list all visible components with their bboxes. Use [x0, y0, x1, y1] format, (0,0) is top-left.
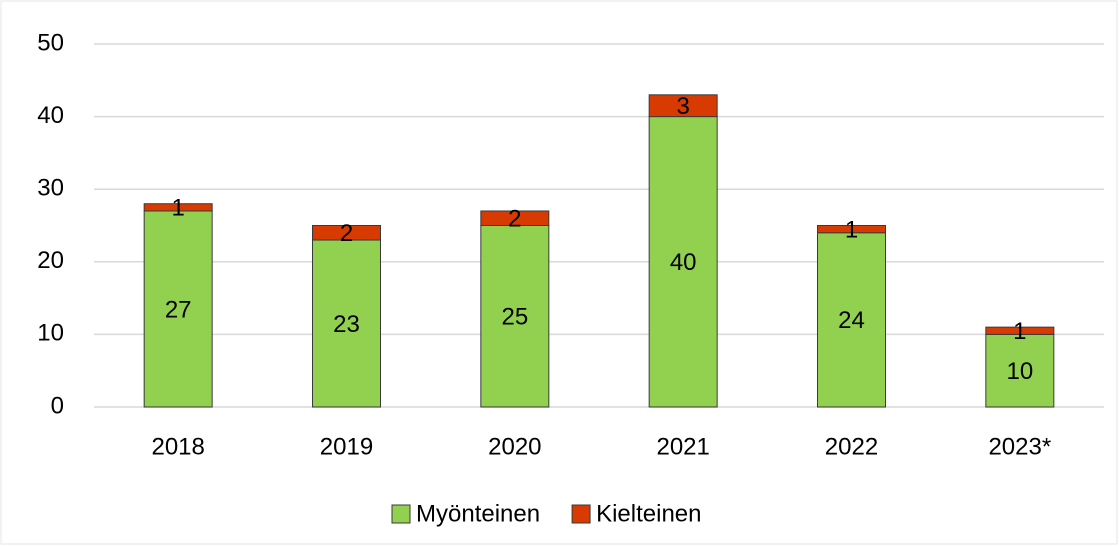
data-label: 2	[508, 206, 521, 233]
data-label: 24	[838, 307, 865, 334]
bar-segment	[817, 225, 886, 234]
data-label: 3	[676, 93, 689, 120]
bar-segment	[985, 333, 1055, 408]
y-tick-label: 50	[37, 29, 64, 56]
bar-segment	[648, 116, 718, 408]
x-tick-label: 2021	[656, 433, 709, 460]
bar-segment	[480, 210, 550, 226]
bar-segment	[143, 203, 213, 212]
data-label: 1	[171, 195, 184, 222]
y-tick-label: 10	[37, 320, 64, 347]
x-tick-label: 2018	[151, 433, 204, 460]
bar-segment	[312, 239, 381, 408]
legend-swatch	[391, 504, 411, 524]
legend-swatch	[571, 504, 591, 524]
data-label: 1	[1013, 318, 1026, 345]
x-tick-label: 2019	[320, 433, 373, 460]
x-tick-label: 2020	[488, 433, 541, 460]
data-label: 25	[501, 304, 528, 331]
x-tick-label: 2023*	[988, 433, 1051, 460]
bar-segment	[985, 326, 1055, 335]
y-tick-label: 20	[37, 247, 64, 274]
data-label: 40	[670, 249, 697, 276]
bar-segment	[312, 225, 381, 241]
legend-label: Myönteinen	[416, 500, 540, 527]
bar-segment	[817, 232, 886, 408]
y-tick-label: 30	[37, 175, 64, 202]
y-tick-label: 0	[51, 392, 64, 419]
bar-segment	[648, 94, 718, 118]
data-label: 27	[165, 296, 192, 323]
bar-segment	[480, 225, 550, 408]
bar-segment	[143, 210, 213, 408]
data-label: 23	[333, 311, 360, 338]
data-label: 10	[1006, 358, 1033, 385]
data-label: 1	[845, 216, 858, 243]
y-tick-label: 40	[37, 102, 64, 129]
x-tick-label: 2022	[825, 433, 878, 460]
data-label: 2	[340, 220, 353, 247]
legend-label: Kielteinen	[596, 500, 701, 527]
